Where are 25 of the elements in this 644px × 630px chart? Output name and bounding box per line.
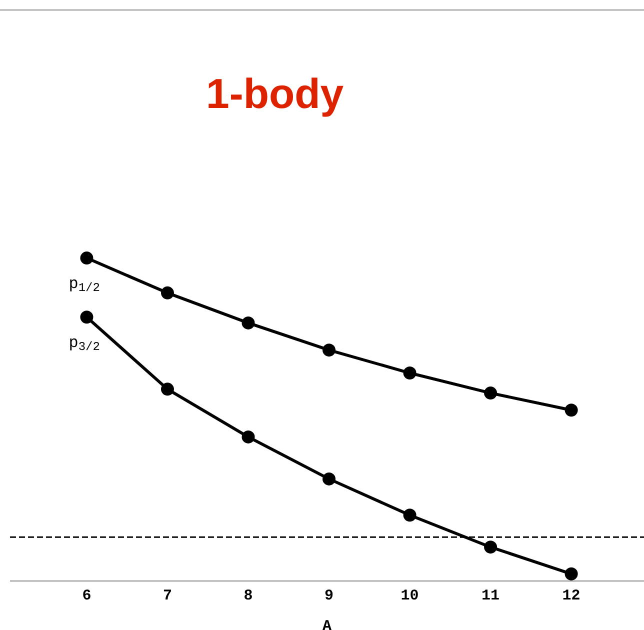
point [564, 567, 578, 580]
point [564, 404, 578, 417]
point [403, 366, 416, 380]
x-tick-label: 9 [324, 588, 334, 605]
point [80, 310, 94, 324]
x-tick-label: 6 [82, 588, 92, 605]
series-label: p$_{1/2}$ [68, 275, 100, 296]
chart-title: 1-body [206, 70, 344, 118]
x-tick-label: 7 [162, 588, 172, 605]
x-tick-label: 12 [562, 588, 580, 605]
point [80, 252, 94, 265]
point [242, 316, 255, 330]
point [484, 540, 498, 554]
point [484, 386, 498, 400]
x-tick-label: 11 [482, 588, 500, 605]
point [322, 472, 336, 486]
point [403, 508, 416, 522]
x-tick-label: 10 [400, 588, 419, 605]
series-label: p$_{3/2}$ [68, 334, 100, 354]
point [242, 430, 255, 444]
point [160, 382, 174, 396]
x-tick-label: 8 [244, 588, 253, 605]
point [322, 344, 336, 357]
point [160, 286, 174, 300]
x-axis-title: A [322, 618, 332, 630]
